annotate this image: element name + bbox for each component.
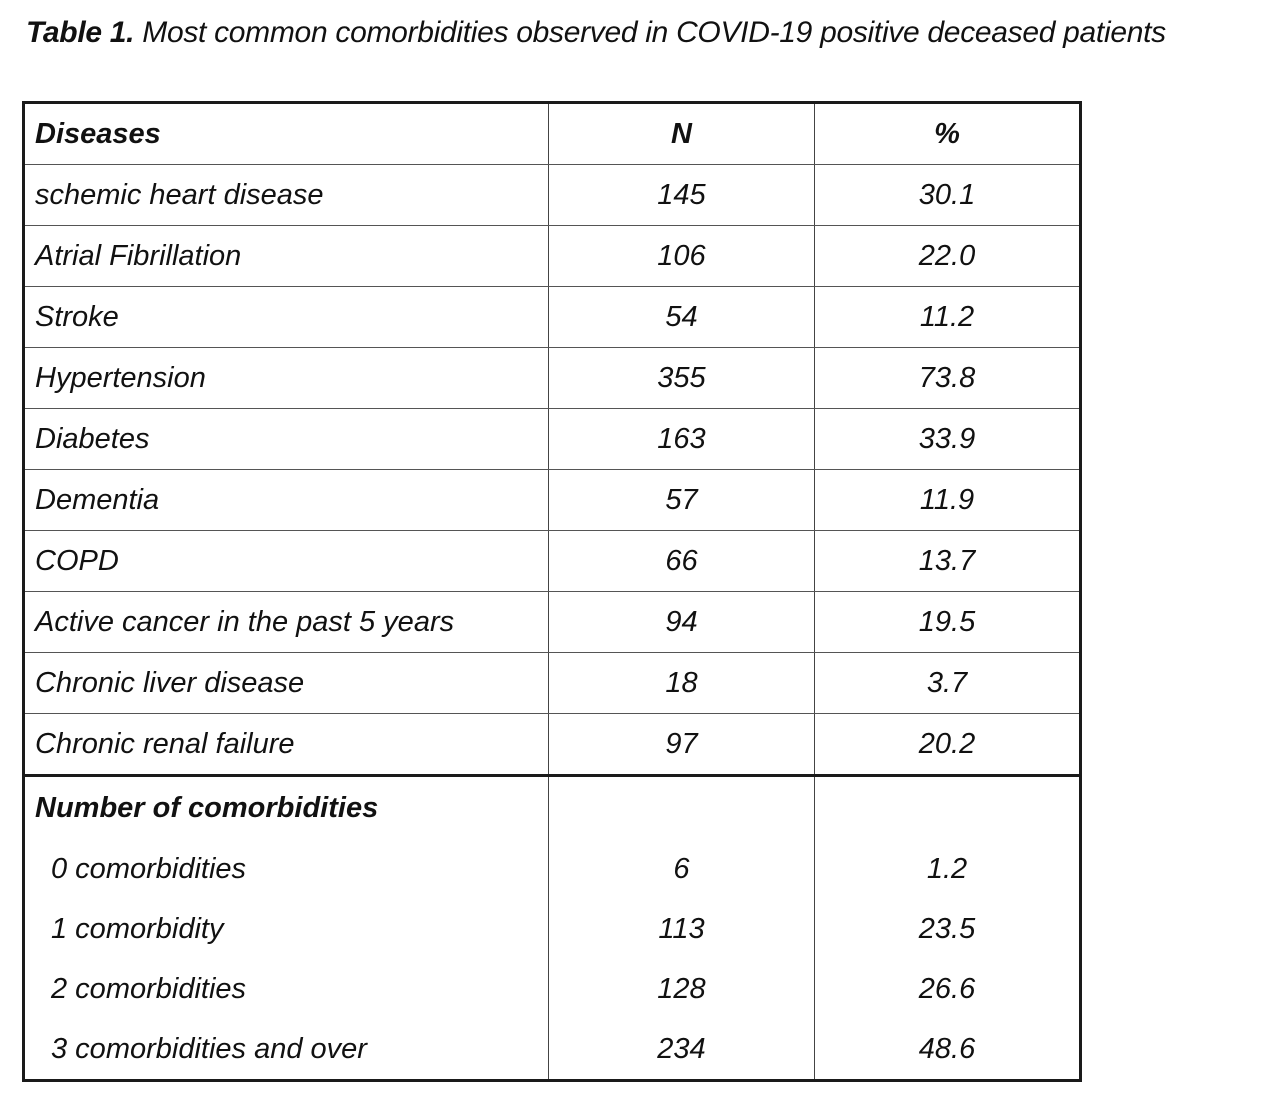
disease-percent: 11.2	[814, 286, 1081, 348]
table-row: COPD 66 13.7	[23, 530, 1081, 592]
comorbidity-count-percent: 23.5	[814, 899, 1081, 959]
table-header-row: Diseases N %	[23, 102, 1081, 165]
disease-percent: 73.8	[814, 347, 1081, 409]
table-row: Chronic liver disease 18 3.7	[23, 652, 1081, 714]
group-percent-empty	[814, 775, 1081, 839]
comorbidity-count-label: 2 comorbidities	[23, 959, 549, 1019]
disease-name: schemic heart disease	[23, 164, 549, 226]
comorbidity-count-percent: 1.2	[814, 839, 1081, 899]
disease-percent: 13.7	[814, 530, 1081, 592]
disease-percent: 30.1	[814, 164, 1081, 226]
comorbidity-count-percent: 48.6	[814, 1019, 1081, 1081]
comorbidity-count-label: 1 comorbidity	[23, 899, 549, 959]
disease-name: Hypertension	[23, 347, 549, 409]
comorbidity-count-label: 3 comorbidities and over	[23, 1019, 549, 1081]
disease-name: Stroke	[23, 286, 549, 348]
table-caption-text: Most common comorbidities observed in CO…	[142, 16, 1166, 49]
comorbidity-count-n: 6	[548, 839, 815, 899]
table-caption: Table 1. Most common comorbidities obser…	[26, 16, 1166, 50]
comorbidities-table: Diseases N % schemic heart disease 145 3…	[22, 101, 1082, 1082]
group-title: Number of comorbidities	[23, 775, 549, 839]
disease-n: 54	[548, 286, 815, 348]
header-percent: %	[814, 102, 1081, 165]
disease-n: 355	[548, 347, 815, 409]
comorbidity-count-percent: 26.6	[814, 959, 1081, 1019]
comorbidity-count-n: 234	[548, 1019, 815, 1081]
group-n-empty	[548, 775, 815, 839]
disease-name: Chronic liver disease	[23, 652, 549, 714]
table-row: Active cancer in the past 5 years 94 19.…	[23, 591, 1081, 653]
disease-percent: 3.7	[814, 652, 1081, 714]
disease-n: 163	[548, 408, 815, 470]
table-row: Dementia 57 11.9	[23, 469, 1081, 531]
table-row: schemic heart disease 145 30.1	[23, 164, 1081, 226]
disease-n: 94	[548, 591, 815, 653]
disease-n: 106	[548, 225, 815, 287]
table-caption-label: Table 1.	[26, 16, 135, 49]
table-row: 0 comorbidities 6 1.2	[23, 839, 1081, 899]
group-header-row: Number of comorbidities	[23, 775, 1081, 839]
disease-n: 97	[548, 713, 815, 777]
comorbidity-count-n: 113	[548, 899, 815, 959]
disease-name: Atrial Fibrillation	[23, 225, 549, 287]
disease-percent: 22.0	[814, 225, 1081, 287]
disease-n: 66	[548, 530, 815, 592]
table-row: Atrial Fibrillation 106 22.0	[23, 225, 1081, 287]
table-row: 3 comorbidities and over 234 48.6	[23, 1019, 1081, 1081]
disease-name: COPD	[23, 530, 549, 592]
disease-name: Diabetes	[23, 408, 549, 470]
disease-percent: 11.9	[814, 469, 1081, 531]
header-diseases: Diseases	[23, 102, 549, 165]
disease-name: Dementia	[23, 469, 549, 531]
table-row: 2 comorbidities 128 26.6	[23, 959, 1081, 1019]
table-row: 1 comorbidity 113 23.5	[23, 899, 1081, 959]
disease-percent: 19.5	[814, 591, 1081, 653]
table-row: Hypertension 355 73.8	[23, 347, 1081, 409]
comorbidity-count-n: 128	[548, 959, 815, 1019]
comorbidity-count-label: 0 comorbidities	[23, 839, 549, 899]
disease-percent: 33.9	[814, 408, 1081, 470]
table-row: Diabetes 163 33.9	[23, 408, 1081, 470]
disease-n: 145	[548, 164, 815, 226]
disease-percent: 20.2	[814, 713, 1081, 777]
table-row: Stroke 54 11.2	[23, 286, 1081, 348]
disease-name: Chronic renal failure	[23, 713, 549, 777]
disease-n: 57	[548, 469, 815, 531]
table-row: Chronic renal failure 97 20.2	[23, 713, 1081, 777]
disease-name: Active cancer in the past 5 years	[23, 591, 549, 653]
disease-n: 18	[548, 652, 815, 714]
header-n: N	[548, 102, 815, 165]
